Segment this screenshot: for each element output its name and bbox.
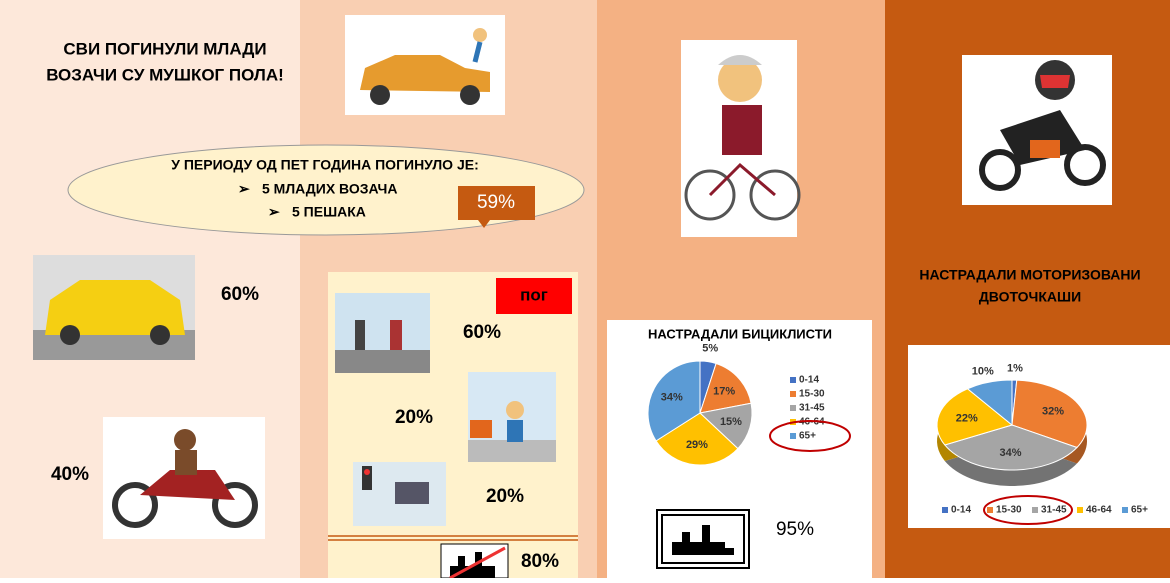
legend-label: 15-30 [799, 389, 825, 400]
pie-chart: 1% 32% 34% 22% 10% 0-14 15-30 31-45 46-64 65+ [936, 363, 1148, 516]
illustration-traffic-light [353, 462, 446, 526]
legend-swatch [1122, 507, 1128, 513]
illustration-motorcyclist [962, 55, 1112, 205]
city-icon-crossed [440, 543, 509, 580]
stat-text: 80% [521, 551, 559, 572]
stat-text: 20% [486, 486, 524, 507]
data-label: 34% [1000, 447, 1022, 459]
illustration-cyclist [681, 40, 801, 237]
legend-label: 0-14 [799, 375, 819, 386]
pie-slice [699, 362, 752, 414]
legend-swatch [987, 507, 993, 513]
title-line: СВИ ПОГИНУЛИ МЛАДИ [63, 39, 266, 58]
legend-label: 0-14 [951, 505, 971, 516]
legend-label: 15-30 [996, 505, 1022, 516]
badge [496, 278, 572, 314]
data-label: 29% [686, 439, 708, 451]
legend-swatch [790, 433, 796, 439]
data-label: 15% [720, 416, 742, 428]
callout-text: 59% [477, 192, 515, 213]
stat-text: 60% [221, 284, 259, 305]
pie-slice [943, 424, 1078, 471]
highlight-ring [983, 495, 1073, 525]
illustration-car-pedestrian [345, 15, 505, 115]
chart-title: НАСТРАДАЛИ БИЦИКЛИСТИ [648, 326, 832, 341]
legend-swatch [1077, 507, 1083, 513]
pie-slice [647, 360, 701, 442]
legend-label: 31-45 [799, 403, 825, 414]
data-label: 17% [713, 386, 735, 398]
stat-text: 20% [395, 407, 433, 428]
ellipse-item: 5 МЛАДИХ ВОЗАЧА [262, 181, 397, 197]
ellipse-item: 5 ПЕШАКА [292, 204, 366, 220]
legend-label: 65+ [799, 431, 816, 442]
section-title: ДВОТОЧКАШИ [979, 289, 1081, 305]
illustration-motorbike [103, 417, 265, 539]
ellipse-heading: У ПЕРИОДУ ОД ПЕТ ГОДИНА ПОГИНУЛО ЈЕ: [171, 157, 479, 173]
legend-swatch [1032, 507, 1038, 513]
section-title: НАСТРАДАЛИ МОТОРИЗОВАНИ [919, 267, 1140, 283]
legend-swatch [790, 391, 796, 397]
data-label: 10% [972, 365, 994, 377]
illustration-crosswalk [335, 293, 430, 373]
arrow-bullet: ➢ [268, 204, 280, 220]
illustration-yellow-car [33, 255, 195, 360]
legend-swatch [790, 377, 796, 383]
callout-box [458, 186, 535, 228]
illustration-boy-crossing [468, 372, 556, 462]
data-label: 34% [661, 391, 683, 403]
pie-slice [936, 388, 1014, 446]
badge-text: пог [520, 285, 548, 304]
legend-swatch [942, 507, 948, 513]
highlight-ring [769, 420, 851, 452]
city-icon [656, 509, 750, 569]
data-label: 5% [702, 343, 718, 355]
arrow-bullet: ➢ [238, 181, 250, 197]
data-label: 1% [1007, 363, 1023, 375]
legend-label: 46-64 [799, 417, 825, 428]
legend-swatch [790, 405, 796, 411]
pie-slice [1011, 379, 1088, 449]
pie-slice [655, 412, 739, 466]
ellipse-box [67, 144, 585, 236]
pie-slice [966, 379, 1013, 427]
stat-text: 40% [51, 464, 89, 485]
legend-label: 31-45 [1041, 505, 1067, 516]
legend-label: 65+ [1131, 505, 1148, 516]
pie-slice [698, 402, 753, 450]
data-label: 32% [1042, 406, 1064, 418]
stat-text: 95% [776, 519, 814, 540]
stat-text: 60% [463, 322, 501, 343]
title-line: ВОЗАЧИ СУ МУШКОГ ПОЛА! [46, 65, 284, 84]
legend-label: 46-64 [1086, 505, 1112, 516]
data-label: 22% [956, 412, 978, 424]
